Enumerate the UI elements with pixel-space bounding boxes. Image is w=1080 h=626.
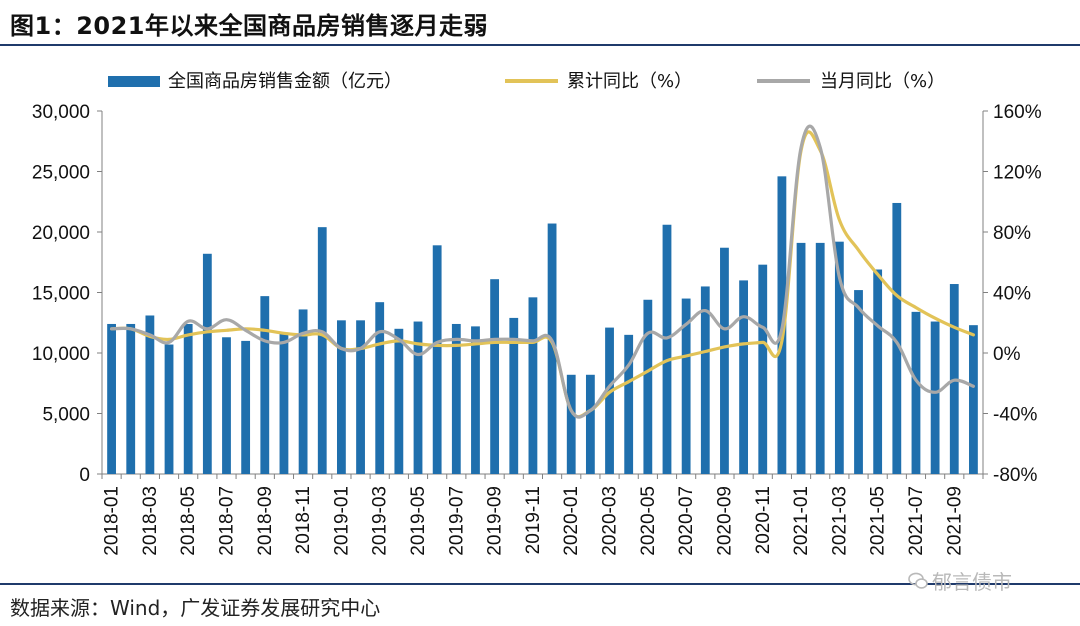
bar bbox=[202, 253, 212, 474]
bar bbox=[815, 242, 825, 474]
bar bbox=[566, 374, 576, 474]
figure-title: 图1：2021年以来全国商品房销售逐月走弱 bbox=[10, 12, 488, 40]
bar bbox=[930, 321, 940, 474]
x-tick-label: 2020-05 bbox=[638, 486, 659, 556]
left-tick-label: 25,000 bbox=[32, 163, 90, 184]
bar bbox=[336, 320, 346, 474]
bar bbox=[911, 311, 921, 474]
x-tick-label: 2018-05 bbox=[178, 486, 199, 556]
title-rule bbox=[0, 44, 1080, 46]
x-tick-label: 2020-07 bbox=[676, 486, 697, 556]
bar bbox=[758, 264, 768, 474]
legend-swatch-bar bbox=[108, 76, 160, 87]
bar bbox=[969, 325, 978, 474]
left-tick-label: 5,000 bbox=[42, 405, 90, 426]
x-tick-label: 2018-01 bbox=[102, 486, 123, 556]
bar bbox=[700, 286, 710, 474]
x-tick-label: 2021-01 bbox=[791, 486, 812, 556]
legend-label-cumulative: 累计同比（%） bbox=[567, 71, 692, 92]
wechat-icon bbox=[908, 572, 928, 589]
bar bbox=[241, 340, 251, 474]
right-tick-label: 120% bbox=[993, 163, 1042, 184]
x-tick-label: 2019-01 bbox=[331, 486, 352, 556]
bar bbox=[528, 297, 538, 474]
x-tick-label: 2019-07 bbox=[446, 486, 467, 556]
chart: 0 5,000 10,000 15,000 20,000 25,000 30,000 -80%… bbox=[32, 71, 1042, 556]
bar bbox=[164, 344, 174, 474]
left-tick-label: 10,000 bbox=[32, 344, 90, 365]
right-tick-label: 40% bbox=[993, 284, 1031, 305]
bar bbox=[662, 224, 672, 474]
left-tick-label: 20,000 bbox=[32, 223, 90, 244]
x-tick-label: 2018-09 bbox=[255, 486, 276, 556]
bar bbox=[509, 317, 519, 474]
bar bbox=[317, 227, 327, 474]
bar bbox=[834, 241, 844, 474]
left-tick-label: 15,000 bbox=[32, 284, 90, 305]
right-tick-label: 0% bbox=[993, 344, 1021, 365]
bar bbox=[107, 323, 116, 474]
x-tick-label: 2019-09 bbox=[485, 486, 506, 556]
x-tick-label: 2020-03 bbox=[600, 486, 621, 556]
bar bbox=[739, 280, 749, 474]
bar bbox=[605, 327, 614, 474]
bar bbox=[547, 223, 557, 474]
x-tick-label: 2020-11 bbox=[753, 486, 774, 554]
right-tick-label: -40% bbox=[993, 405, 1037, 426]
bar bbox=[643, 299, 653, 474]
x-tick-label: 2020-01 bbox=[561, 486, 582, 556]
bar bbox=[183, 323, 193, 474]
bar bbox=[126, 323, 136, 474]
bar bbox=[279, 332, 289, 474]
right-tick-label: -80% bbox=[993, 465, 1037, 486]
bar bbox=[720, 247, 729, 474]
bar bbox=[298, 309, 308, 474]
right-tick-label: 160% bbox=[993, 102, 1042, 123]
right-tick-label: 80% bbox=[993, 223, 1031, 244]
bar bbox=[222, 337, 231, 474]
bar bbox=[873, 269, 883, 474]
x-tick-label: 2019-11 bbox=[523, 486, 544, 554]
bar bbox=[451, 323, 461, 474]
left-tick-label: 30,000 bbox=[32, 102, 90, 123]
bar bbox=[356, 320, 365, 474]
source-note: 数据来源：Wind，广发证券发展研究中心 bbox=[10, 596, 381, 620]
x-tick-label: 2021-09 bbox=[944, 486, 965, 556]
bar bbox=[260, 296, 270, 474]
bar bbox=[585, 374, 595, 474]
bar bbox=[145, 315, 155, 474]
bar bbox=[624, 334, 634, 474]
bar bbox=[796, 242, 806, 474]
bar bbox=[892, 202, 902, 474]
bar bbox=[854, 290, 863, 474]
bar bbox=[681, 298, 691, 474]
bar bbox=[394, 328, 404, 474]
cumulative-yoy-line bbox=[110, 130, 975, 419]
x-tick-label: 2018-11 bbox=[293, 486, 314, 554]
footer-rule bbox=[0, 583, 1080, 585]
watermark: 郁言债市 bbox=[908, 566, 1012, 595]
legend-label-bar: 全国商品房销售金额（亿元） bbox=[168, 71, 402, 92]
bar bbox=[375, 302, 385, 474]
left-tick-label: 0 bbox=[79, 465, 90, 486]
bar bbox=[471, 326, 480, 474]
bar bbox=[413, 321, 423, 474]
x-tick-label: 2018-07 bbox=[216, 486, 237, 556]
x-tick-label: 2019-03 bbox=[370, 486, 391, 556]
legend-label-monthly: 当月同比（%） bbox=[820, 71, 945, 92]
bar bbox=[490, 279, 500, 474]
x-tick-label: 2021-05 bbox=[868, 486, 889, 556]
x-tick-label: 2018-03 bbox=[140, 486, 161, 556]
x-tick-label: 2021-03 bbox=[829, 486, 850, 556]
x-tick-label: 2021-07 bbox=[906, 486, 927, 556]
monthly-yoy-line bbox=[110, 124, 975, 419]
watermark-text: 郁言债市 bbox=[932, 570, 1012, 594]
x-tick-label: 2019-05 bbox=[408, 486, 429, 556]
bar bbox=[432, 245, 442, 474]
x-tick-label: 2020-09 bbox=[714, 486, 735, 556]
